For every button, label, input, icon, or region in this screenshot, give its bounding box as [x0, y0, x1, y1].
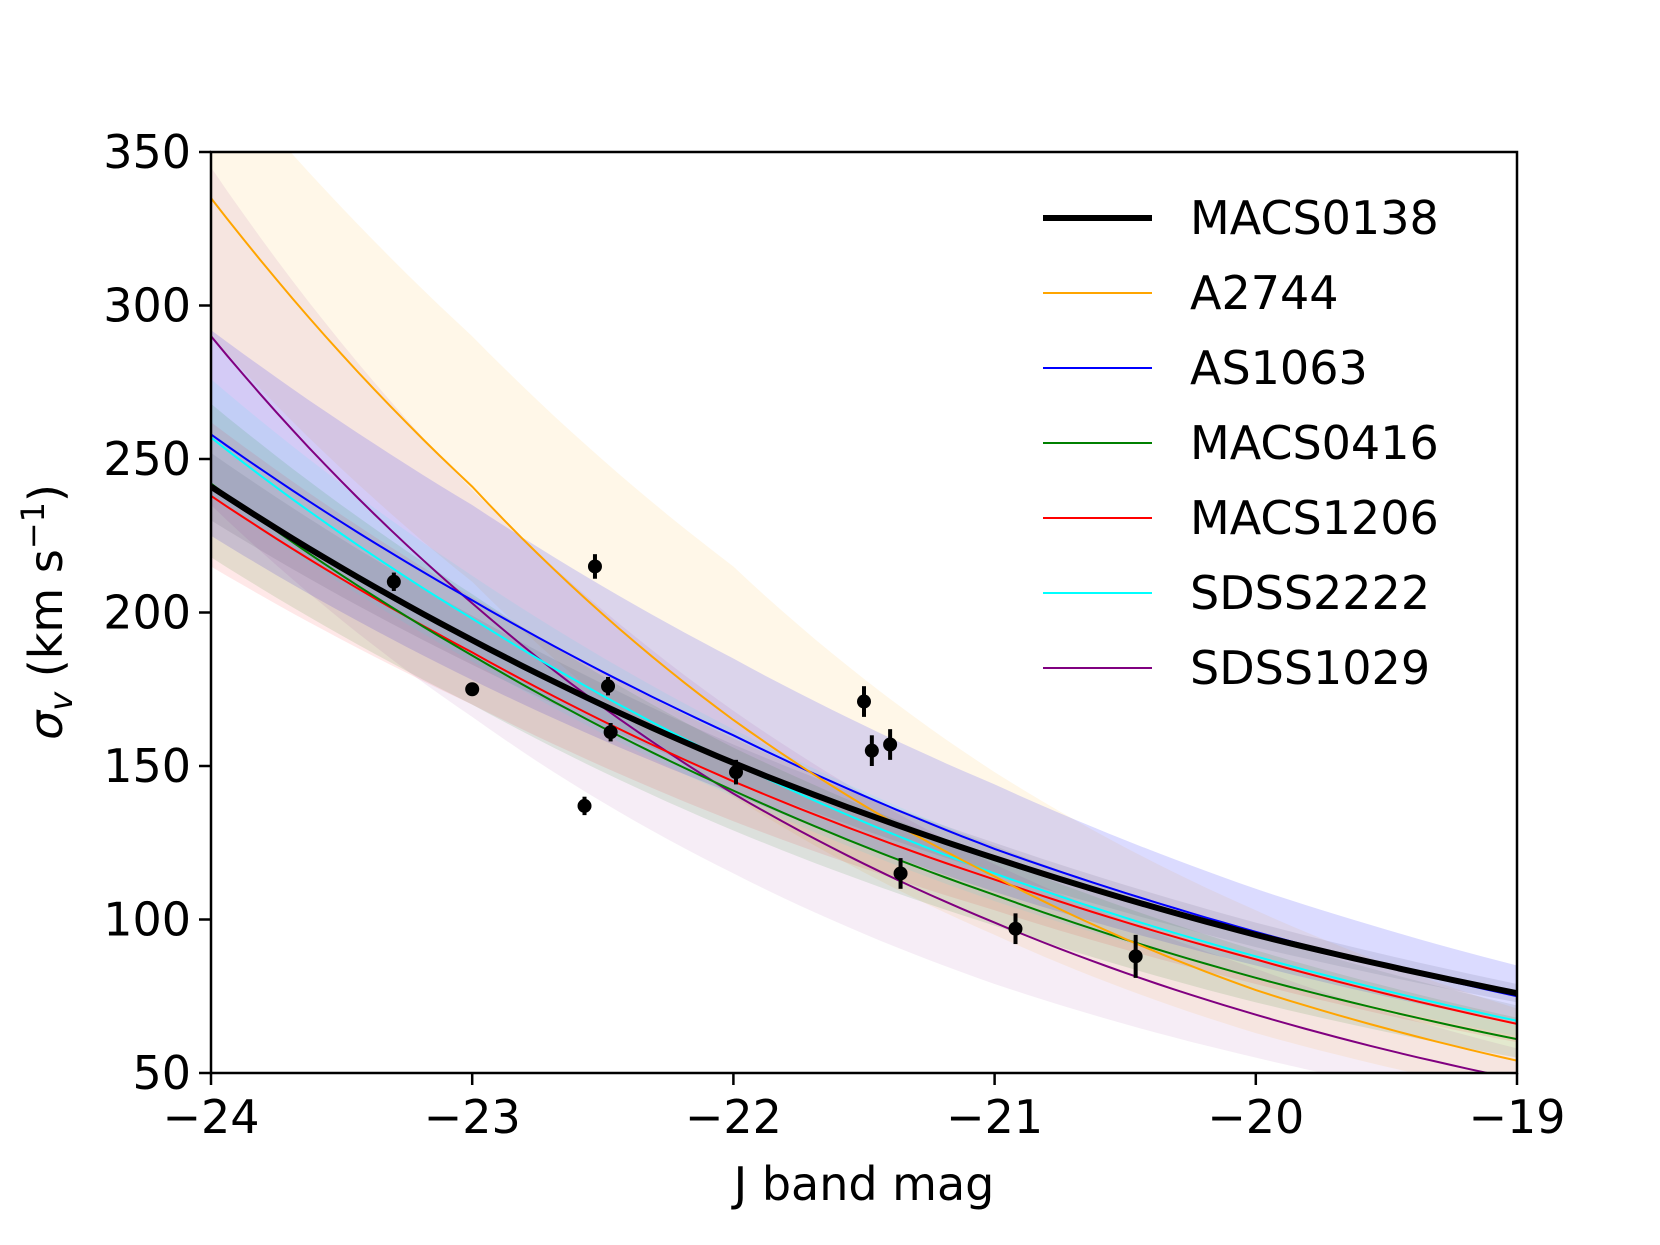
band-MACS1206 — [211, 422, 1517, 1043]
data-point — [1008, 913, 1023, 945]
data-point — [577, 796, 592, 816]
data-point — [857, 686, 871, 717]
legend-label: MACS0138 — [1190, 191, 1439, 245]
y-axis: 50 100 150 200 250 300 350 — [103, 125, 211, 1100]
legend-item: A2744 — [1043, 266, 1339, 320]
confidence-bands — [211, 152, 1517, 1073]
legend-label: AS1063 — [1190, 341, 1368, 395]
point-marker — [577, 798, 592, 813]
legend-item: MACS0138 — [1043, 191, 1439, 245]
data-point — [729, 759, 744, 785]
y-label-sup: −1 — [14, 502, 52, 549]
legend-item: SDSS1029 — [1043, 641, 1430, 695]
y-tick-label: 300 — [103, 279, 191, 333]
point-marker — [587, 559, 602, 574]
data-point — [465, 682, 480, 697]
data-point — [587, 554, 602, 579]
legend-label: MACS1206 — [1190, 491, 1439, 545]
y-tick-label: 250 — [103, 432, 191, 486]
x-tick-label: −20 — [1207, 1090, 1304, 1144]
data-point — [386, 572, 401, 592]
x-axis-label: J band mag — [731, 1157, 995, 1211]
y-tick-label: 100 — [103, 893, 191, 947]
legend-item: MACS0416 — [1043, 416, 1439, 470]
point-marker — [857, 694, 871, 709]
point-marker — [729, 765, 744, 780]
data-point — [1128, 934, 1143, 978]
legend-item: AS1063 — [1043, 341, 1368, 395]
y-label-close: ) — [19, 484, 73, 502]
y-tick-label: 150 — [103, 739, 191, 793]
data-point — [601, 676, 616, 696]
legend-label: SDSS2222 — [1190, 566, 1430, 620]
fit-lines — [211, 197, 1517, 1073]
x-tick-label: −21 — [946, 1090, 1043, 1144]
legend-item: MACS1206 — [1043, 491, 1439, 545]
data-point — [864, 735, 879, 766]
band-MACS0416 — [211, 403, 1517, 1058]
point-marker — [883, 737, 898, 752]
legend: MACS0138 A2744 AS1063 MACS0416 MACS1206 SDSS2… — [1043, 191, 1439, 695]
legend-item: SDSS2222 — [1043, 566, 1430, 620]
line-MACS0138 — [211, 484, 1517, 997]
band-SDSS1029 — [211, 167, 1517, 1073]
data-point — [603, 723, 618, 742]
y-tick-label: 200 — [103, 586, 191, 640]
band-AS1063 — [211, 330, 1517, 1024]
y-axis-label: σv (km s−1) — [14, 484, 80, 740]
legend-label: MACS0416 — [1190, 416, 1439, 470]
x-tick-label: −19 — [1468, 1090, 1565, 1144]
x-axis: −24 −23 −22 −21 −20 −19 — [162, 1073, 1566, 1144]
point-marker — [864, 743, 879, 758]
line-MACS0416 — [211, 482, 1517, 1041]
x-tick-label: −23 — [424, 1090, 521, 1144]
line-SDSS1029 — [211, 335, 1493, 1073]
y-label-sub: v — [42, 691, 80, 711]
point-marker — [601, 679, 616, 694]
legend-label: SDSS1029 — [1190, 641, 1430, 695]
line-A2744 — [211, 197, 1517, 1062]
y-label-sigma: σ — [19, 709, 73, 740]
point-marker — [465, 682, 480, 697]
x-tick-label: −22 — [685, 1090, 782, 1144]
data-points — [386, 554, 1143, 978]
x-tick-label: −24 — [162, 1090, 259, 1144]
y-tick-label: 50 — [132, 1046, 191, 1100]
y-tick-label: 350 — [103, 125, 191, 179]
legend-label: A2744 — [1190, 266, 1339, 320]
band-A2744 — [211, 152, 1517, 1073]
data-point — [893, 858, 908, 889]
point-marker — [1128, 949, 1143, 964]
line-SDSS2222 — [211, 436, 1517, 1022]
point-marker — [1008, 921, 1023, 936]
y-label-open: (km s — [19, 549, 73, 692]
point-marker — [386, 574, 401, 589]
data-point — [883, 729, 898, 760]
point-marker — [893, 866, 908, 881]
point-marker — [603, 725, 618, 740]
